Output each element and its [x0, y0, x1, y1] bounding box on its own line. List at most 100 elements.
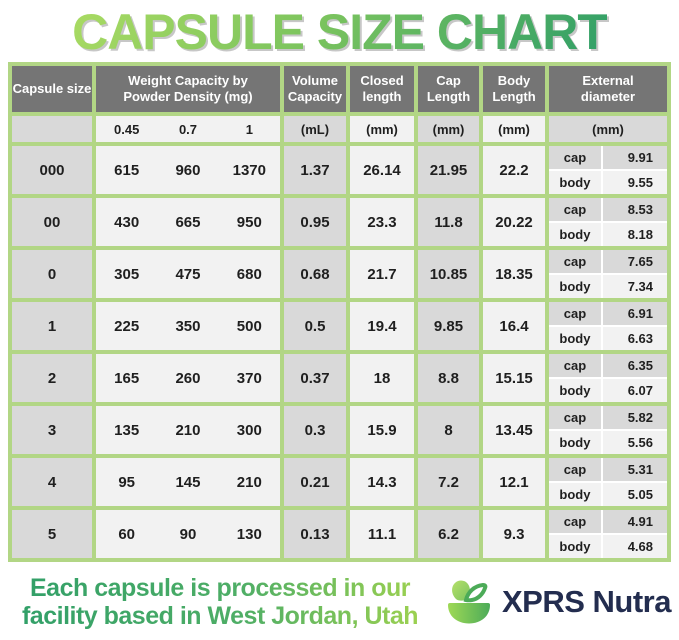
header-body-length: Body Length — [483, 66, 545, 112]
row-000-w07: 960 — [175, 161, 201, 179]
row-4-body-length: 12.1 — [483, 458, 545, 506]
row-2-cap-label: cap — [549, 354, 601, 377]
row-000-volume: 1.37 — [284, 146, 346, 194]
row-00-w07: 665 — [175, 213, 201, 231]
row-4-volume: 0.21 — [284, 458, 346, 506]
row-00-w1: 950 — [236, 213, 262, 231]
row-3-size: 3 — [12, 406, 92, 454]
row-000-body-diameter: 9.55 — [602, 171, 667, 194]
row-2-body-diameter: 6.07 — [602, 379, 667, 402]
header-body-line1: Body — [497, 73, 531, 88]
units-closed: (mm) — [350, 116, 414, 142]
row-0-size: 0 — [12, 250, 92, 298]
row-5-size: 5 — [12, 510, 92, 558]
header-weight-line2: Powder Density (mg) — [123, 89, 253, 104]
row-0-body-diameter: 7.34 — [602, 275, 667, 298]
row-5-w045: 60 — [118, 525, 135, 543]
row-0-closed: 21.7 — [350, 250, 414, 298]
header-external-line1: External — [582, 73, 634, 88]
row-4-body-diameter: 5.05 — [602, 483, 667, 506]
row-2-body-label: body — [549, 379, 601, 402]
row-3-external: cap 5.82 body 5.56 — [549, 406, 667, 454]
row-000-w045: 615 — [114, 161, 140, 179]
leaf-bowl-icon — [448, 580, 490, 624]
row-00-volume: 0.95 — [284, 198, 346, 246]
row-000-size: 000 — [12, 146, 92, 194]
row-3-cap-label: cap — [549, 406, 601, 429]
row-1-w07: 350 — [175, 317, 201, 335]
row-0-cap-diameter: 7.65 — [602, 250, 667, 273]
row-000-cap-label: cap — [549, 146, 601, 169]
header-volume-line1: Volume — [292, 73, 338, 88]
row-2-w045: 165 — [114, 369, 140, 387]
row-1-volume: 0.5 — [284, 302, 346, 350]
row-1-w045: 225 — [114, 317, 140, 335]
row-000-cap-length: 21.95 — [418, 146, 479, 194]
row-3-closed: 15.9 — [350, 406, 414, 454]
units-external: (mm) — [549, 116, 667, 142]
row-00-closed: 23.3 — [350, 198, 414, 246]
row-1-cap-label: cap — [549, 302, 601, 325]
row-0-weights: 305 475 680 — [96, 250, 280, 298]
capsule-size-table: Capsule size Weight Capacity by Powder D… — [8, 62, 671, 562]
row-2-cap-diameter: 6.35 — [602, 354, 667, 377]
page-title: CAPSULE SIZE CHART — [72, 4, 608, 60]
row-5-body-length: 9.3 — [483, 510, 545, 558]
row-1-body-diameter: 6.63 — [602, 327, 667, 350]
row-3-volume: 0.3 — [284, 406, 346, 454]
header-weight-line1: Weight Capacity by — [128, 73, 248, 88]
header-volume-line2: Capacity — [287, 89, 343, 104]
row-5-external: cap 4.91 body 4.68 — [549, 510, 667, 558]
row-3-body-length: 13.45 — [483, 406, 545, 454]
facility-tagline: Each capsule is processed in our facilit… — [0, 574, 440, 630]
row-3-w045: 135 — [114, 421, 140, 439]
row-1-closed: 19.4 — [350, 302, 414, 350]
row-000-w1: 1370 — [232, 161, 266, 179]
units-cap: (mm) — [418, 116, 479, 142]
row-00-size: 00 — [12, 198, 92, 246]
header-cap-line1: Cap — [436, 73, 461, 88]
row-2-w1: 370 — [236, 369, 262, 387]
row-1-size: 1 — [12, 302, 92, 350]
row-1-external: cap 6.91 body 6.63 — [549, 302, 667, 350]
row-00-external: cap 8.53 body 8.18 — [549, 198, 667, 246]
row-00-cap-label: cap — [549, 198, 601, 221]
row-1-body-label: body — [549, 327, 601, 350]
row-4-external: cap 5.31 body 5.05 — [549, 458, 667, 506]
row-3-cap-length: 8 — [418, 406, 479, 454]
row-4-cap-length: 7.2 — [418, 458, 479, 506]
row-5-cap-label: cap — [549, 510, 601, 533]
row-0-cap-length: 10.85 — [418, 250, 479, 298]
header-external-diameter: External diameter — [549, 66, 667, 112]
header-closed-length: Closed length — [350, 66, 414, 112]
tagline-line2: facility based in West Jordan, Utah — [21, 602, 419, 630]
header-capsule-size: Capsule size — [12, 66, 92, 112]
row-4-closed: 14.3 — [350, 458, 414, 506]
row-4-body-label: body — [549, 483, 601, 506]
row-5-cap-diameter: 4.91 — [602, 510, 667, 533]
header-cap-length: Cap Length — [418, 66, 479, 112]
row-5-w07: 90 — [179, 525, 197, 543]
row-0-w1: 680 — [236, 265, 262, 283]
row-00-cap-diameter: 8.53 — [602, 198, 667, 221]
row-5-cap-length: 6.2 — [418, 510, 479, 558]
row-4-cap-diameter: 5.31 — [602, 458, 667, 481]
row-1-cap-length: 9.85 — [418, 302, 479, 350]
row-5-w1: 130 — [236, 525, 262, 543]
row-00-w045: 430 — [114, 213, 140, 231]
row-1-w1: 500 — [236, 317, 262, 335]
row-2-weights: 165 260 370 — [96, 354, 280, 402]
page-header: CAPSULE SIZE CHART — [0, 0, 679, 62]
header-body-line2: Length — [492, 89, 536, 104]
header-closed-line1: Closed — [360, 73, 404, 88]
row-000-body-length: 22.2 — [483, 146, 545, 194]
row-1-weights: 225 350 500 — [96, 302, 280, 350]
row-4-w07: 145 — [175, 473, 201, 491]
row-2-cap-length: 8.8 — [418, 354, 479, 402]
row-3-cap-diameter: 5.82 — [602, 406, 667, 429]
row-5-volume: 0.13 — [284, 510, 346, 558]
units-volume: (mL) — [284, 116, 346, 142]
row-4-size: 4 — [12, 458, 92, 506]
density-045-label: 0.45 — [114, 121, 140, 137]
units-blank-cell — [12, 116, 92, 142]
